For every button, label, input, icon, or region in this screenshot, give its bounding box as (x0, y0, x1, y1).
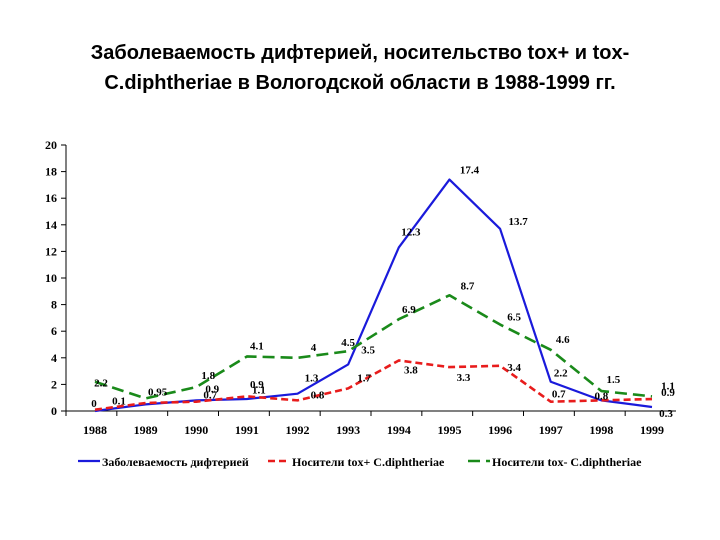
x-tick-label: 1992 (286, 423, 310, 437)
x-tick-label: 1998 (589, 423, 613, 437)
data-label: 1.1 (661, 380, 675, 392)
data-label: 4.5 (341, 337, 355, 349)
data-label: 13.7 (508, 216, 528, 228)
data-label: 0.95 (148, 386, 168, 398)
data-label: 1.1 (252, 384, 266, 396)
x-tick-label: 1990 (184, 423, 208, 437)
data-label: 8.7 (461, 280, 475, 292)
x-tick-label: 1999 (640, 423, 664, 437)
data-label: 0.1 (112, 396, 126, 408)
x-tick-label: 1995 (437, 423, 461, 437)
x-tick-label: 1989 (134, 423, 158, 437)
data-label: 0.9 (250, 379, 264, 391)
data-label: 3.3 (457, 372, 471, 384)
y-tick-label: 18 (45, 165, 57, 179)
data-label: 0.7 (552, 389, 566, 401)
data-label: 0.8 (594, 390, 608, 402)
title-line-1: Заболеваемость дифтерией, носительство t… (90, 42, 630, 64)
series-line-2 (94, 359, 653, 411)
data-label: 3.5 (361, 344, 375, 356)
series-line-1 (94, 178, 653, 413)
data-label: 0.9 (205, 383, 219, 395)
data-label: 6.9 (402, 304, 416, 316)
legend-label-2: Носители tox+ C.diphtheriae (292, 455, 445, 469)
data-label: 17.4 (460, 165, 480, 177)
y-tick-label: 14 (45, 218, 57, 232)
data-label: 1.3 (305, 373, 319, 385)
x-tick-label: 1994 (387, 423, 411, 437)
y-tick-label: 12 (45, 244, 57, 258)
data-label: 1.5 (606, 374, 620, 386)
data-label: 0.7 (203, 390, 217, 402)
x-tick-label: 1997 (539, 423, 563, 437)
x-tick-label: 1988 (83, 423, 107, 437)
legend-label-1: Заболеваемость дифтерией (102, 455, 249, 469)
data-label: 2.2 (94, 378, 108, 390)
data-label: 4.1 (250, 340, 264, 352)
data-label: 3.4 (507, 362, 521, 374)
data-label: 3.8 (404, 364, 418, 376)
data-label: 0.8 (311, 389, 325, 401)
y-tick-label: 2 (51, 377, 57, 391)
data-label: 0.3 (659, 408, 673, 420)
data-label: 1.7 (357, 372, 371, 384)
x-tick-label: 1993 (336, 423, 360, 437)
data-label: 4.6 (556, 334, 570, 346)
data-label: 6.5 (507, 312, 521, 324)
x-tick-label: 1991 (235, 423, 259, 437)
y-tick-label: 8 (51, 298, 57, 312)
data-label: 0 (91, 398, 97, 410)
x-tick-label: 1996 (488, 423, 512, 437)
data-label: 0.9 (661, 387, 675, 399)
y-tick-label: 6 (51, 324, 57, 338)
y-tick-label: 20 (45, 138, 57, 152)
y-tick-label: 10 (45, 271, 57, 285)
y-tick-label: 0 (51, 404, 57, 418)
series-line-3 (94, 293, 653, 400)
data-label: 2.2 (554, 368, 568, 380)
chart-title: Заболеваемость дифтерией, носительство t… (0, 38, 720, 98)
title-line-2: C.diphtheriae в Вологодской области в 19… (104, 72, 616, 94)
data-label: 12.3 (401, 226, 421, 238)
y-tick-label: 16 (45, 191, 57, 205)
legend-label-3: Носители tox- C.diphtheriae (492, 455, 642, 469)
data-label: 1.8 (201, 370, 215, 382)
y-tick-label: 4 (51, 351, 57, 365)
data-label: 4 (311, 342, 317, 354)
